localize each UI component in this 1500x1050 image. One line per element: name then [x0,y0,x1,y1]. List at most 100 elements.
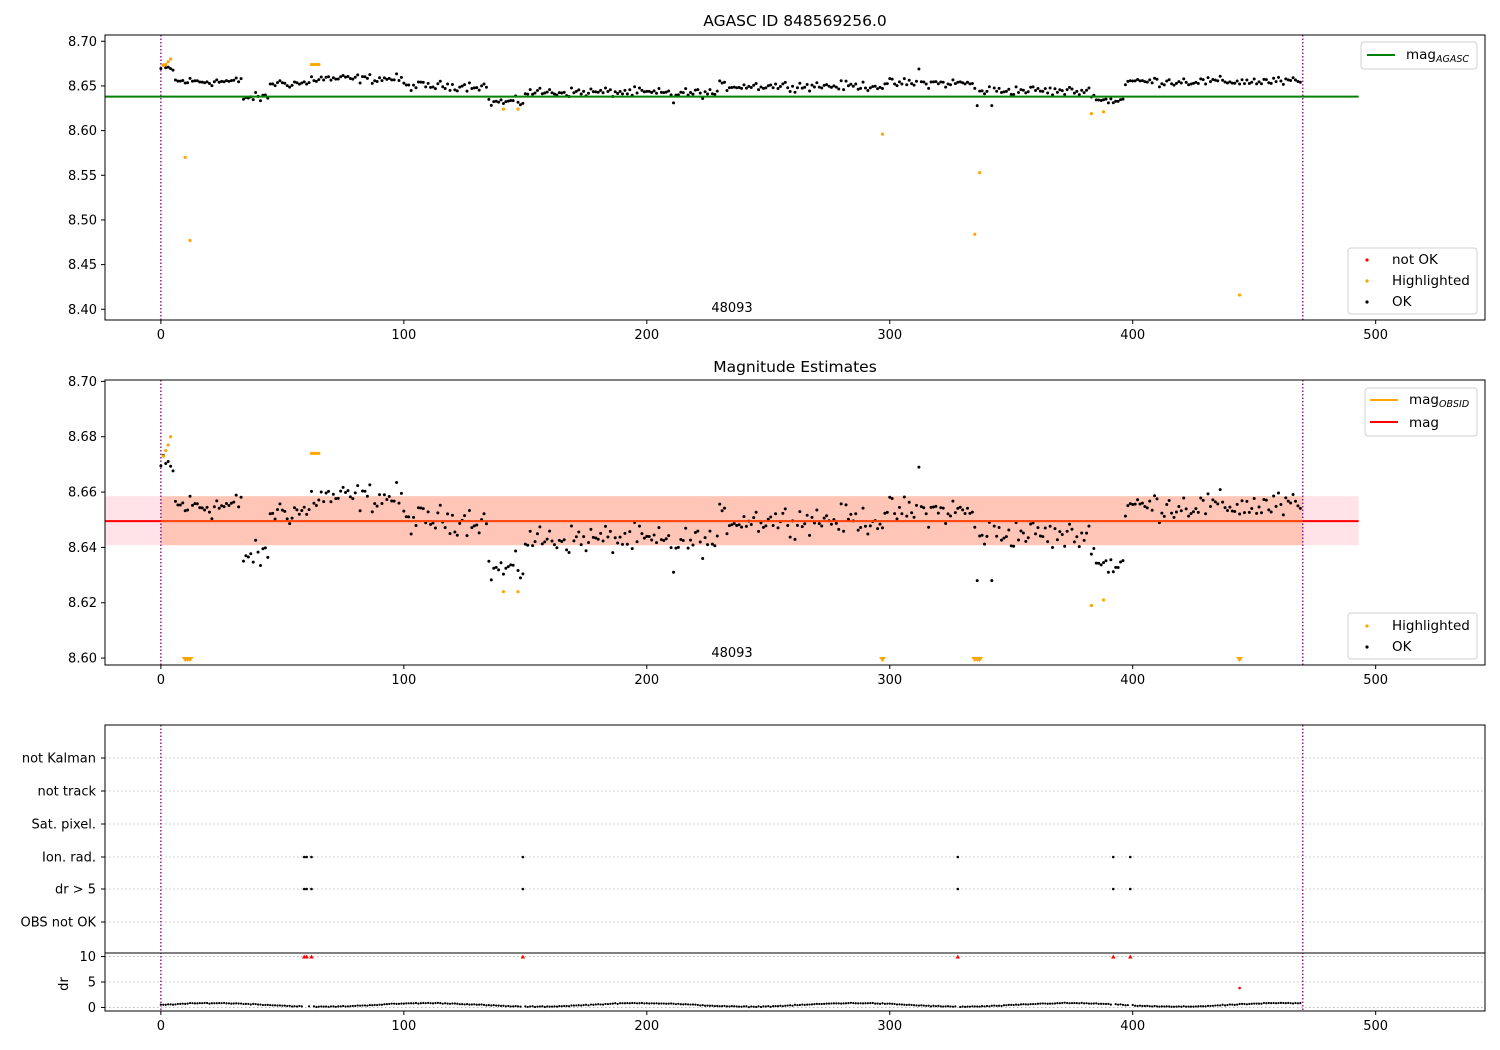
ok-point [596,537,600,541]
ok-point [672,101,676,105]
ok-point [854,512,858,516]
ok-point [783,507,787,511]
highlighted-point [314,451,318,455]
ok-point [1199,77,1203,81]
dr-point [473,1003,476,1006]
ok-point [1289,501,1293,505]
ok-point [917,465,921,469]
ok-point [1211,77,1215,81]
dr-point [750,1005,753,1008]
ok-point [477,88,481,92]
dr-point [599,1003,602,1006]
y-tick-label: 8.60 [68,124,97,139]
ok-point [499,98,503,102]
ok-point [1291,76,1295,80]
ok-point [757,88,761,92]
ok-point [628,530,632,534]
ok-point [936,82,940,86]
dr-capped-marker [1128,954,1133,959]
ok-point [888,495,892,499]
panel-flags: not Kalman not track Sat. pixel. Ion. rad. d… [21,724,1486,1034]
dr-point [662,1002,665,1005]
panel2-y-axis: 8.60 8.62 8.64 8.66 8.68 8.70 [68,375,105,667]
dr-point [796,1004,799,1007]
dr-point [849,1001,852,1004]
ok-point [1072,540,1076,544]
ok-point [1089,552,1093,556]
dr-point [1160,1005,1163,1008]
x-tick-label: 200 [634,673,659,688]
ok-point [710,92,714,96]
ok-point [227,503,231,507]
ok-point [1223,80,1227,84]
ok-point [817,85,821,89]
ok-point [443,86,447,90]
dr-point [436,1001,439,1004]
ok-point [1274,504,1278,508]
dr-point [616,1002,619,1006]
ok-point [754,82,758,86]
ok-point [922,506,926,510]
ok-point [616,541,620,545]
panel1-title: AGASC ID 848569256.0 [703,12,887,30]
ok-point [669,546,673,550]
ok-point [640,532,644,536]
dr-point [169,1003,172,1006]
dr-point [341,1004,345,1008]
ok-point [1133,502,1137,506]
ok-point [978,89,982,93]
x-tick-label: 0 [157,673,165,688]
ok-point [1121,97,1125,101]
ok-point [582,89,586,93]
dr-point [976,1005,979,1008]
highlighted-point [1089,112,1094,116]
dr-point [1002,1004,1006,1007]
ok-point [1165,79,1169,83]
dr-point [990,1004,993,1007]
ok-point [919,505,923,509]
ok-point [399,491,403,495]
ok-point [1123,514,1127,518]
ok-point [586,91,590,95]
ok-point [1250,80,1254,84]
ok-point [655,91,659,95]
dr-point [485,1004,488,1007]
ok-point [1199,496,1203,500]
dr-point [320,1005,323,1008]
ok-point [701,96,705,100]
dr-point [786,1004,789,1007]
dr-point [747,1006,750,1009]
ok-point [905,514,909,518]
dr-point [1209,1004,1212,1008]
dr-point [1066,1001,1069,1005]
dr-point [776,1004,780,1008]
ok-point [1102,561,1106,565]
ok-point [1029,85,1033,89]
dr-point [597,1003,600,1006]
ok-point [266,555,270,559]
ok-point [1228,505,1232,509]
highlighted-point [168,435,173,439]
ok-point [800,525,804,529]
ok-point [1133,79,1137,83]
ok-point [684,526,688,530]
ok-point [365,494,369,498]
dr-point [650,1002,653,1005]
ok-point [1276,75,1280,79]
dr-point [1270,1001,1273,1005]
ok-point [1213,500,1217,504]
dr-point [580,1004,583,1007]
ok-point [783,80,787,84]
ok-point [983,92,987,96]
ok-point [803,85,807,89]
ok-point [1257,80,1261,84]
dr-point [1100,1002,1103,1005]
ok-point [689,538,693,542]
dr-point [808,1003,811,1006]
dr-point [359,1004,362,1007]
ok-point [1218,488,1222,492]
ok-point [737,523,741,527]
dr-point [376,1003,379,1007]
ok-point [283,509,287,513]
y-tick-label: 8.60 [68,652,97,667]
